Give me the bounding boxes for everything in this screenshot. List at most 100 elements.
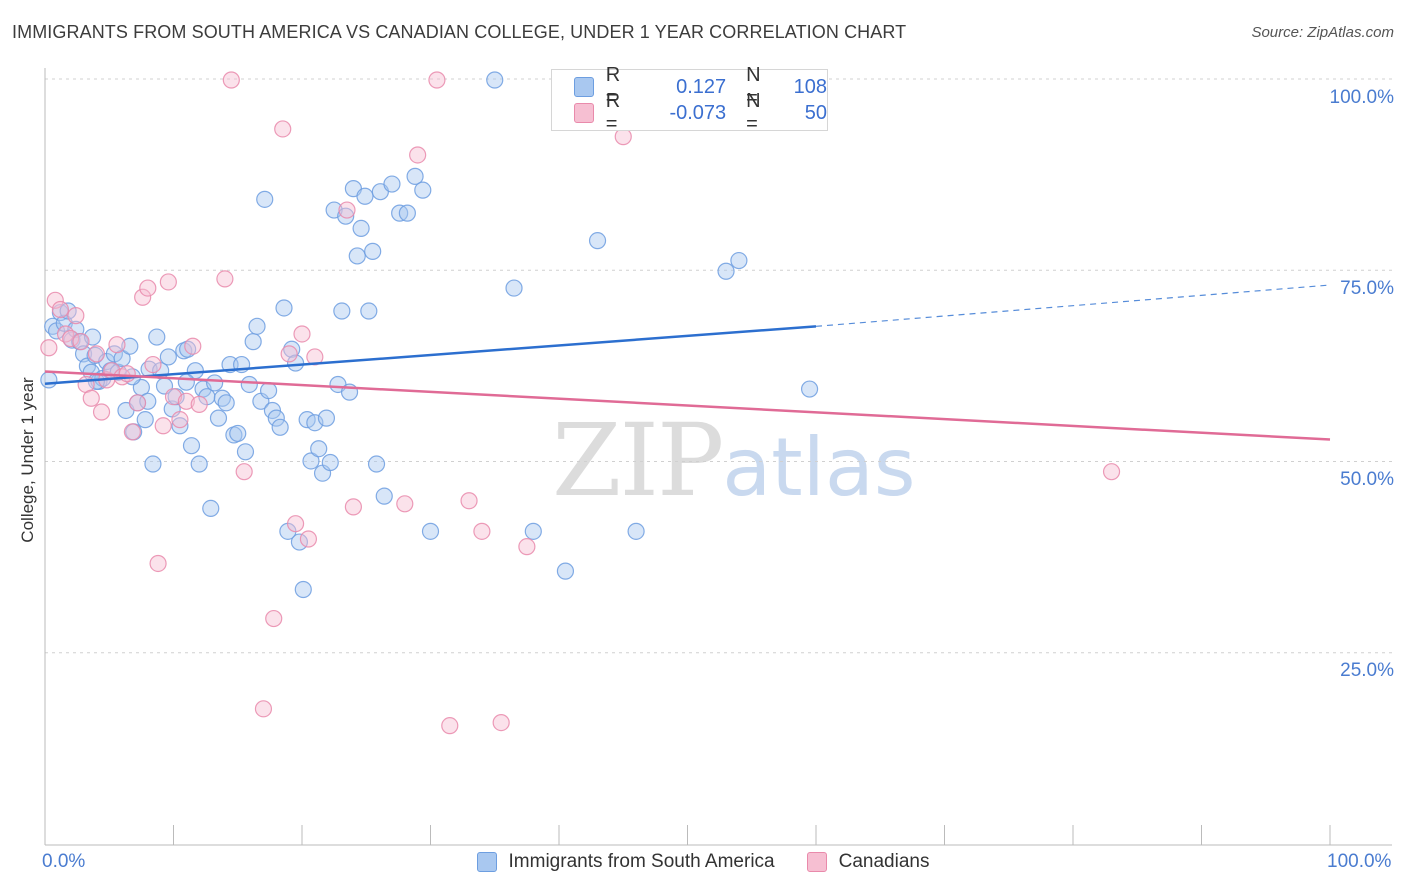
canadians-point [87, 345, 106, 363]
legend-item-canadians: Canadians [806, 851, 930, 873]
stats-row-pink: R = -0.073 N = 50 [574, 90, 827, 135]
immigrants-point [190, 455, 208, 473]
stats-legend: R = 0.127 N = 108 R = -0.073 N = 50 [551, 64, 828, 135]
canadians-point [518, 538, 536, 556]
immigrants-point [202, 499, 220, 517]
immigrants-point [356, 187, 374, 205]
immigrants-point [209, 409, 228, 427]
y-tick-label: 75.0% [1340, 278, 1394, 299]
y-tick-label: 50.0% [1340, 469, 1394, 490]
immigrants-point [406, 167, 424, 185]
immigrants-point [310, 440, 328, 458]
pink-swatch [806, 852, 827, 872]
immigrants-point [244, 333, 262, 351]
r-label: R = [605, 64, 621, 109]
canadians-point [67, 307, 85, 325]
y-tick-label: 25.0% [1340, 660, 1394, 681]
immigrants-point [275, 299, 293, 317]
canadians-point [134, 288, 152, 306]
series-legend: Immigrants from South America Canadians [0, 851, 1406, 873]
blue-swatch [476, 852, 497, 872]
immigrants-point [352, 219, 370, 238]
canadians-point [460, 492, 478, 510]
immigrants-point [364, 242, 382, 260]
canadians-point [164, 388, 183, 406]
canadians-point [254, 700, 273, 718]
canadians-point [184, 337, 202, 355]
canadians-point [1102, 463, 1121, 481]
canadians-point [108, 336, 126, 354]
immigrants-point [236, 443, 255, 461]
immigrants-trend-line [44, 325, 817, 385]
immigrants-point [717, 262, 735, 280]
watermark: ZIPatlas [552, 402, 916, 519]
immigrants-point [286, 354, 305, 372]
canadians-point [409, 146, 427, 164]
canadians-point [144, 355, 162, 374]
immigrants-point [177, 373, 195, 391]
canadians-point [46, 291, 64, 309]
canadians-point [396, 495, 414, 513]
immigrants-point [171, 417, 189, 435]
canadians-point [344, 498, 362, 516]
canadians-point [473, 522, 491, 540]
immigrants-point [367, 455, 386, 473]
immigrants-point [375, 487, 393, 505]
n-label: N = [746, 64, 761, 109]
canadians-point [92, 403, 111, 421]
immigrants-point [256, 190, 274, 208]
r-label: R = [605, 90, 621, 135]
immigrants-point [283, 340, 301, 358]
y-tick-label: 100.0% [1329, 87, 1394, 108]
canadians-point [82, 389, 100, 407]
immigrants-point [294, 580, 312, 599]
canadians-point [62, 329, 80, 348]
r-value: 0.127 [676, 75, 727, 98]
immigrants-point [302, 452, 320, 470]
canadians-point [139, 279, 157, 297]
watermark-zip: ZIP [552, 402, 724, 519]
immigrants-point [136, 411, 154, 429]
r-value: -0.073 [669, 101, 727, 124]
canadians-point [171, 411, 189, 429]
immigrants-point [524, 522, 542, 540]
immigrants-point [159, 348, 177, 366]
n-label: N = [746, 90, 761, 135]
canadians-point [40, 339, 58, 357]
immigrants-point [730, 251, 748, 270]
immigrants-point [217, 394, 235, 412]
canadians-point [177, 392, 195, 410]
immigrants-point [421, 522, 440, 540]
canadians-point [441, 717, 459, 735]
source-label: Source: ZipAtlas.com [1251, 24, 1394, 41]
immigrants-point [40, 371, 58, 389]
immigrants-point [348, 247, 366, 265]
canadians-point [306, 348, 324, 366]
immigrants-point [182, 437, 201, 455]
canadians-point [51, 300, 70, 319]
canadians-point [280, 345, 298, 363]
canadians-point [492, 713, 510, 732]
x-tick-label: 100.0% [1327, 851, 1392, 872]
canadians-point [56, 325, 75, 343]
watermark-atlas: atlas [722, 421, 916, 514]
canadians-point [128, 394, 147, 412]
legend-item-immigrants: Immigrants from South America [476, 851, 775, 873]
n-value: 108 [793, 75, 827, 98]
legend-label: Canadians [838, 851, 930, 872]
immigrants-point [259, 381, 278, 400]
canadians-point [123, 423, 141, 441]
immigrants-point [321, 453, 339, 472]
chart-title: IMMIGRANTS FROM SOUTH AMERICA VS CANADIA… [12, 22, 907, 42]
canadians-point [299, 530, 318, 548]
immigrants-point [271, 418, 289, 436]
pink-swatch [574, 103, 594, 123]
immigrants-point [333, 302, 351, 320]
canadians-point [428, 71, 446, 89]
canadians-point [159, 273, 177, 291]
canadians-point [190, 395, 208, 413]
immigrants-point [179, 340, 197, 358]
blue-swatch [574, 77, 594, 97]
immigrants-point [800, 380, 819, 398]
immigrants-point [144, 455, 162, 473]
